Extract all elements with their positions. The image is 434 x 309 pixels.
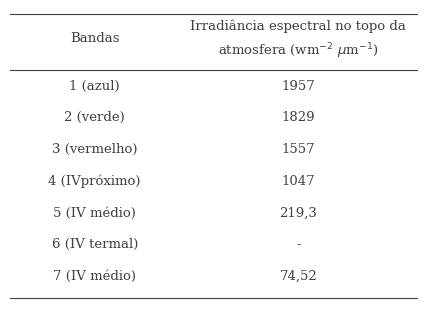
Text: 2 (verde): 2 (verde) bbox=[64, 111, 125, 124]
Text: 1957: 1957 bbox=[281, 80, 315, 93]
Text: 5 (IV médio): 5 (IV médio) bbox=[53, 206, 136, 219]
Text: 1 (azul): 1 (azul) bbox=[69, 80, 120, 93]
Text: Irradiância espectral no topo da: Irradiância espectral no topo da bbox=[191, 19, 406, 33]
Text: atmosfera (wm$^{-2}$ $\mu$m$^{-1}$): atmosfera (wm$^{-2}$ $\mu$m$^{-1}$) bbox=[218, 42, 378, 61]
Text: Bandas: Bandas bbox=[70, 32, 119, 45]
Text: 6 (IV termal): 6 (IV termal) bbox=[52, 238, 138, 251]
Text: 1047: 1047 bbox=[282, 175, 315, 188]
Text: 74,52: 74,52 bbox=[279, 270, 317, 283]
Text: 7 (IV médio): 7 (IV médio) bbox=[53, 270, 136, 283]
Text: 4 (IVpróximo): 4 (IVpróximo) bbox=[49, 175, 141, 188]
Text: 219,3: 219,3 bbox=[279, 206, 317, 219]
Text: 1829: 1829 bbox=[282, 111, 315, 124]
Text: -: - bbox=[296, 238, 301, 251]
Text: 3 (vermelho): 3 (vermelho) bbox=[52, 143, 138, 156]
Text: 1557: 1557 bbox=[282, 143, 315, 156]
